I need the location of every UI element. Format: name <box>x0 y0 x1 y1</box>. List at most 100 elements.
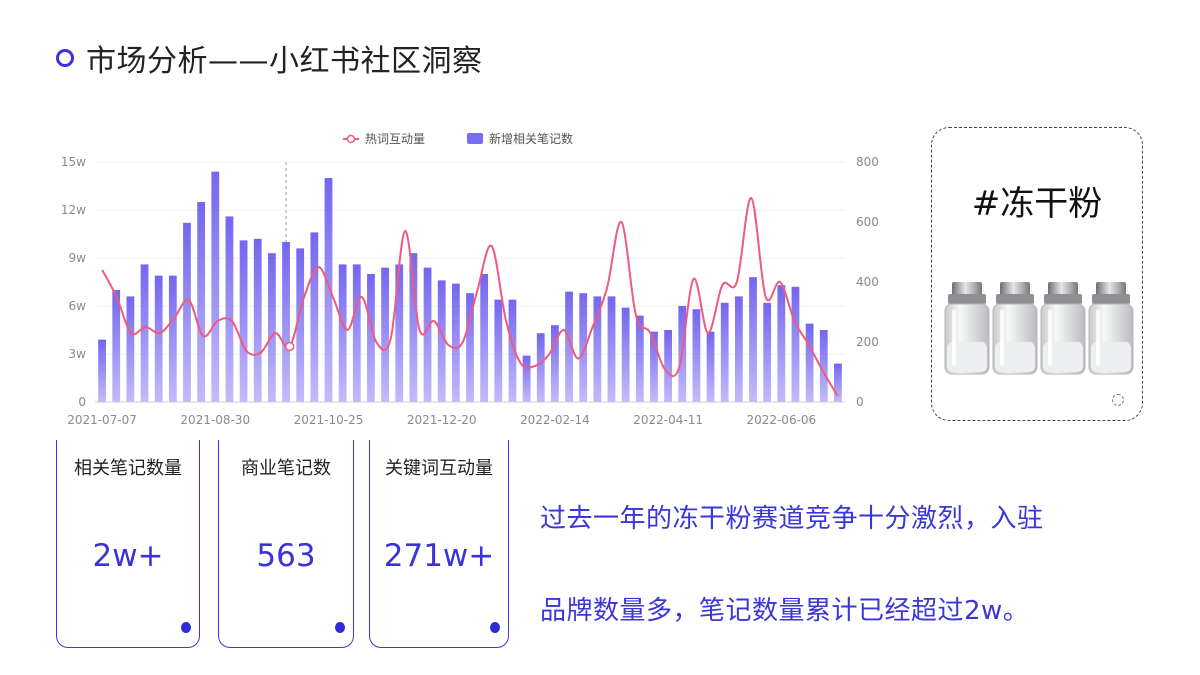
stat-label: 商业笔记数 <box>241 458 331 479</box>
bar <box>536 333 545 402</box>
bar <box>565 291 573 402</box>
bar <box>267 253 276 402</box>
bar <box>197 202 206 402</box>
left-axis-tick-label: 3w <box>69 347 87 361</box>
product-card: #冻干粉 <box>931 127 1143 421</box>
bar <box>409 253 418 402</box>
bar <box>805 323 814 402</box>
x-axis-tick-label: 2021-12-20 <box>407 413 477 427</box>
bar <box>551 325 559 402</box>
description-line-2: 品牌数量多，笔记数量累计已经超过2w。 <box>540 596 1030 626</box>
bar <box>579 293 588 402</box>
bar <box>183 222 191 402</box>
bar-series <box>98 171 842 402</box>
legend-label: 热词互动量 <box>365 132 425 146</box>
x-axis-tick-label: 2022-06-06 <box>746 413 816 427</box>
right-axis-tick-label: 400 <box>856 275 879 289</box>
dot-icon <box>335 622 345 633</box>
bar <box>437 280 446 402</box>
bar <box>466 293 474 402</box>
bar <box>112 290 121 402</box>
bar <box>749 277 757 402</box>
left-axis-tick-label: 15w <box>61 155 86 169</box>
chart-axes: 0 3w 6w 9w 12w 15w 0 200 400 600 800 2021-07-07 2021… <box>61 155 879 427</box>
bar <box>352 264 361 402</box>
bar <box>692 309 701 402</box>
chart-grid <box>95 161 845 403</box>
bar <box>777 285 786 402</box>
circle-bullet-icon <box>56 49 74 67</box>
product-hashtag: #冻干粉 <box>971 184 1103 224</box>
bar <box>253 238 262 402</box>
bar <box>211 171 220 402</box>
legend-label: 新增相关笔记数 <box>489 131 573 146</box>
bar <box>635 315 644 402</box>
freeze-dried-vials-icon <box>944 282 1134 375</box>
stat-value: 271w+ <box>383 538 495 574</box>
bar <box>763 302 772 402</box>
x-axis-tick-label: 2022-04-11 <box>633 413 703 427</box>
bar <box>381 267 389 402</box>
bar <box>168 275 177 402</box>
line-point <box>284 341 295 352</box>
page-title: 市场分析——小红书社区洞察 <box>86 44 483 79</box>
bar <box>310 232 319 402</box>
bar <box>126 296 135 402</box>
right-axis-tick-label: 800 <box>856 155 879 169</box>
line-path <box>101 196 839 397</box>
bar <box>508 299 517 402</box>
bar <box>593 296 602 402</box>
card-corner-icon <box>1112 394 1124 406</box>
bar <box>621 307 630 402</box>
right-axis-tick-label: 200 <box>856 335 879 349</box>
bar <box>522 355 531 402</box>
bar <box>367 274 375 402</box>
legend-line-marker <box>346 134 356 144</box>
notes-interaction-chart: 0 3w 6w 9w 12w 15w 0 200 400 600 800 2021-07-07 2021… <box>61 131 879 427</box>
x-axis-tick-label: 2021-10-25 <box>294 413 364 427</box>
left-axis-tick-label: 9w <box>69 251 87 265</box>
legend-bar-swatch <box>467 133 483 144</box>
right-axis-tick-label: 600 <box>856 215 879 229</box>
right-axis-tick-label: 0 <box>856 395 864 409</box>
bar <box>664 330 673 402</box>
bar <box>98 339 106 402</box>
bar <box>819 330 828 402</box>
bar <box>451 283 460 402</box>
bar <box>607 296 616 402</box>
x-axis-tick-label: 2022-02-14 <box>520 413 590 427</box>
x-axis-tick-label: 2021-07-07 <box>67 413 137 427</box>
bar <box>140 264 149 402</box>
bar <box>480 274 489 402</box>
bar <box>395 264 404 402</box>
bar <box>296 248 305 402</box>
bar <box>239 240 248 402</box>
stat-card-related-notes: 相关笔记数量 2w+ <box>56 440 200 648</box>
bar <box>154 275 163 402</box>
bar <box>494 299 503 402</box>
bar <box>834 363 842 402</box>
line-series <box>101 196 839 397</box>
bar <box>324 178 333 402</box>
dot-icon <box>181 622 191 633</box>
bar <box>225 216 234 402</box>
left-axis-tick-label: 12w <box>61 203 86 217</box>
bar <box>423 267 432 402</box>
stat-value: 563 <box>256 538 316 574</box>
bar <box>650 331 658 402</box>
stat-card-keyword-interactions: 关键词互动量 271w+ <box>369 440 509 648</box>
stat-label: 相关笔记数量 <box>74 458 182 479</box>
left-axis-tick-label: 6w <box>69 299 87 313</box>
bar <box>720 302 729 402</box>
title-row: 市场分析——小红书社区洞察 <box>56 36 483 80</box>
bar <box>282 242 290 402</box>
bar <box>338 264 347 402</box>
chart-legend: 热词互动量 新增相关笔记数 <box>343 131 573 146</box>
bar <box>734 296 743 402</box>
dot-icon <box>490 622 500 633</box>
x-axis-tick-label: 2021-08-30 <box>180 413 250 427</box>
stat-card-commercial-notes: 商业笔记数 563 <box>218 440 354 648</box>
bar <box>706 331 715 402</box>
stat-label: 关键词互动量 <box>385 458 493 479</box>
left-axis-tick-label: 0 <box>78 395 86 409</box>
